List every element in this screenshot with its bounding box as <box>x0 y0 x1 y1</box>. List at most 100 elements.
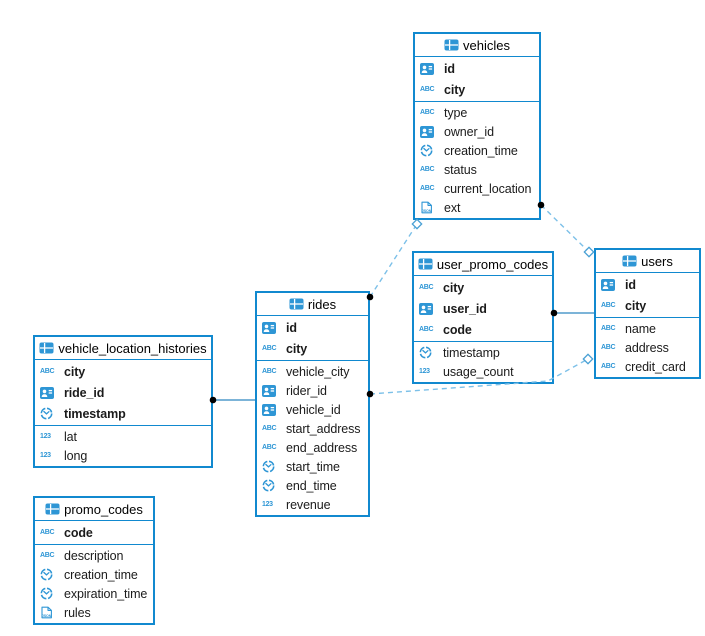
column-row-usage_count[interactable]: 123 usage_count <box>414 362 552 381</box>
svg-text:JSON: JSON <box>42 614 52 618</box>
table-title: vehicle_location_histories <box>58 340 207 356</box>
column-label: type <box>444 105 468 120</box>
text-type-glyph: ABC <box>601 302 616 309</box>
column-label: vehicle_id <box>286 402 341 417</box>
table-header[interactable]: promo_codes <box>35 498 153 521</box>
column-label: ride_id <box>64 385 105 400</box>
table-user_promo_codes[interactable]: user_promo_codes ABC city user_id ABC code tim… <box>412 251 554 384</box>
column-row-creation_time[interactable]: creation_time <box>35 565 153 584</box>
column-row-city[interactable]: ABC city <box>35 361 211 382</box>
table-vehicles[interactable]: vehicles id ABC city ABC type owner_id creation… <box>413 32 541 220</box>
json-type-icon: JSON <box>40 606 59 619</box>
column-row-city[interactable]: ABC city <box>415 79 539 100</box>
table-grid-icon <box>444 39 459 51</box>
column-row-lat[interactable]: 123 lat <box>35 427 211 446</box>
column-row-current_location[interactable]: ABC current_location <box>415 179 539 198</box>
table-rides[interactable]: rides id ABC city ABC vehicle_city rider_id veh… <box>255 291 370 517</box>
table-header[interactable]: rides <box>257 293 368 316</box>
text-type-glyph: ABC <box>601 325 616 332</box>
column-row-expiration_time[interactable]: expiration_time <box>35 584 153 603</box>
column-row-city[interactable]: ABC city <box>414 277 552 298</box>
column-row-end_time[interactable]: end_time <box>257 476 368 495</box>
time-type-icon <box>420 144 439 157</box>
primary-key-section: id ABC city <box>257 316 368 361</box>
time-type-icon <box>262 460 281 473</box>
column-label: timestamp <box>443 345 500 360</box>
column-row-rider_id[interactable]: rider_id <box>257 381 368 400</box>
columns-section: ABC type owner_id creation_time ABC status ABC… <box>415 102 539 218</box>
column-row-description[interactable]: ABC description <box>35 546 153 565</box>
table-header[interactable]: users <box>596 250 699 273</box>
column-row-timestamp[interactable]: timestamp <box>35 403 211 424</box>
column-row-status[interactable]: ABC status <box>415 160 539 179</box>
table-grid-icon <box>289 298 304 310</box>
column-label: rider_id <box>286 383 327 398</box>
table-vehicle_location_histories[interactable]: vehicle_location_histories ABC city ride_id… <box>33 335 213 468</box>
numeric-type-icon: 123 <box>419 368 438 375</box>
column-row-address[interactable]: ABC address <box>596 338 699 357</box>
primary-key-section: ABC city ride_id timestamp <box>35 360 211 426</box>
column-label: expiration_time <box>64 586 148 601</box>
primary-key-section: ABC code <box>35 521 153 545</box>
id-type-icon <box>262 321 281 334</box>
column-row-id[interactable]: id <box>596 274 699 295</box>
column-row-name[interactable]: ABC name <box>596 319 699 338</box>
column-row-id[interactable]: id <box>415 58 539 79</box>
relationship-path[interactable] <box>540 204 590 253</box>
column-label: name <box>625 321 656 336</box>
id-type-icon <box>601 278 620 291</box>
column-label: vehicle_city <box>286 364 350 379</box>
column-row-timestamp[interactable]: timestamp <box>414 343 552 362</box>
text-type-glyph: ABC <box>262 425 277 432</box>
text-type-icon: ABC <box>420 86 439 93</box>
column-row-user_id[interactable]: user_id <box>414 298 552 319</box>
column-row-start_address[interactable]: ABC start_address <box>257 419 368 438</box>
column-row-city[interactable]: ABC city <box>596 295 699 316</box>
column-row-vehicle_id[interactable]: vehicle_id <box>257 400 368 419</box>
table-users[interactable]: users id ABC city ABC name ABC address ABC credit… <box>594 248 701 379</box>
relationship-vehicles-users[interactable] <box>537 201 595 258</box>
relationship-user_promo_codes-users[interactable] <box>550 309 594 317</box>
relationship-vehicle_location_histories-rides[interactable] <box>209 396 255 404</box>
column-row-city[interactable]: ABC city <box>257 338 368 359</box>
numeric-type-glyph: 123 <box>419 368 430 375</box>
column-row-end_address[interactable]: ABC end_address <box>257 438 368 457</box>
text-type-icon: ABC <box>419 284 438 291</box>
column-row-code[interactable]: ABC code <box>35 522 153 543</box>
column-row-credit_card[interactable]: ABC credit_card <box>596 357 699 376</box>
column-label: long <box>64 448 88 463</box>
column-row-code[interactable]: ABC code <box>414 319 552 340</box>
text-type-icon: ABC <box>262 368 281 375</box>
column-row-long[interactable]: 123 long <box>35 446 211 465</box>
column-label: creation_time <box>64 567 138 582</box>
table-header[interactable]: vehicle_location_histories <box>35 337 211 360</box>
text-type-icon: ABC <box>601 363 620 370</box>
column-row-type[interactable]: ABC type <box>415 103 539 122</box>
id-type-icon <box>419 302 438 315</box>
column-label: code <box>443 322 472 337</box>
column-row-owner_id[interactable]: owner_id <box>415 122 539 141</box>
text-type-glyph: ABC <box>601 344 616 351</box>
column-row-revenue[interactable]: 123 revenue <box>257 495 368 514</box>
column-row-start_time[interactable]: start_time <box>257 457 368 476</box>
text-type-glyph: ABC <box>40 368 55 375</box>
text-type-glyph: ABC <box>262 368 277 375</box>
column-row-ride_id[interactable]: ride_id <box>35 382 211 403</box>
relationship-path[interactable] <box>369 223 418 298</box>
column-label: code <box>64 525 93 540</box>
text-type-glyph: ABC <box>40 529 55 536</box>
table-promo_codes[interactable]: promo_codes ABC code ABC description creation… <box>33 496 155 625</box>
time-type-icon <box>40 568 59 581</box>
cardinality-diamond-marker <box>411 218 423 230</box>
primary-key-section: id ABC city <box>415 57 539 102</box>
column-label: creation_time <box>444 143 518 158</box>
column-row-vehicle_city[interactable]: ABC vehicle_city <box>257 362 368 381</box>
column-row-creation_time[interactable]: creation_time <box>415 141 539 160</box>
column-row-rules[interactable]: JSON rules <box>35 603 153 622</box>
table-header[interactable]: vehicles <box>415 34 539 57</box>
column-row-ext[interactable]: JSON ext <box>415 198 539 217</box>
column-label: owner_id <box>444 124 494 139</box>
column-row-id[interactable]: id <box>257 317 368 338</box>
svg-text:JSON: JSON <box>422 209 432 213</box>
table-header[interactable]: user_promo_codes <box>414 253 552 276</box>
